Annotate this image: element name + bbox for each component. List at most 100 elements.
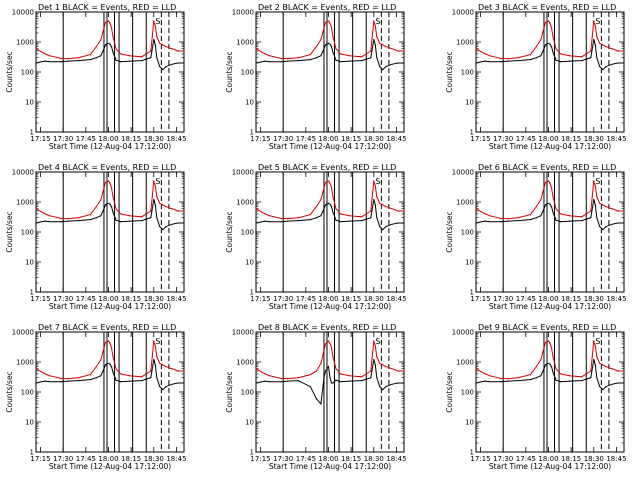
events-line-point bbox=[332, 211, 334, 213]
events-line-point bbox=[44, 220, 46, 222]
x-tick-label: 18:30 bbox=[364, 135, 384, 143]
events-line-point bbox=[255, 62, 257, 64]
lld-line-point bbox=[569, 215, 571, 217]
y-tick-label: 10 bbox=[245, 419, 254, 427]
y-tick-label: 100 bbox=[21, 389, 34, 397]
events-line-point bbox=[315, 217, 317, 219]
x-tick-label: 17:15 bbox=[470, 135, 490, 143]
events-line-point bbox=[104, 364, 107, 366]
lld-line-point bbox=[593, 20, 595, 22]
lld-line-point bbox=[103, 347, 105, 349]
panel-det-9: Det 9 BLACK = Events, RED = LLD 1 10 100 100… bbox=[445, 323, 627, 471]
lld-line-point bbox=[376, 356, 378, 358]
events-line-point bbox=[255, 222, 257, 224]
lld-line-point bbox=[61, 218, 63, 220]
lld-line-point bbox=[95, 46, 97, 48]
lld-line-point bbox=[391, 208, 393, 210]
lld-line-point bbox=[281, 378, 283, 380]
x-tick-label: 17:15 bbox=[250, 455, 270, 463]
events-line-point bbox=[150, 377, 152, 379]
lld-line-point bbox=[617, 210, 619, 212]
lld-line-point bbox=[335, 208, 337, 210]
panel-det-3: Det 3 BLACK = Events, RED = LLD 1 10 100 100… bbox=[445, 3, 627, 151]
events-line-point bbox=[623, 382, 625, 384]
lld-line-point bbox=[264, 53, 266, 55]
events-line-point bbox=[44, 380, 46, 382]
lld-line-point bbox=[120, 373, 122, 375]
lld-line-point bbox=[89, 374, 91, 376]
events-line-point bbox=[315, 57, 317, 59]
y-tick-label: 10000 bbox=[12, 169, 34, 177]
y-tick-label: 1 bbox=[250, 449, 254, 457]
lld-line-point bbox=[281, 58, 283, 60]
events-line-point bbox=[602, 229, 604, 231]
lld-line-point bbox=[183, 370, 185, 372]
events-line-point bbox=[141, 220, 143, 222]
lld-line-point bbox=[107, 340, 110, 342]
events-line-point bbox=[581, 380, 583, 382]
lld-line-point bbox=[593, 180, 595, 182]
lld-line-point bbox=[255, 208, 257, 210]
events-line-point bbox=[109, 43, 111, 45]
events-line-point bbox=[100, 215, 102, 217]
events-line-point bbox=[159, 226, 161, 228]
y-tick-label: 1000 bbox=[236, 199, 254, 207]
events-line-point bbox=[373, 359, 375, 361]
events-line-point bbox=[403, 62, 405, 64]
events-line-point bbox=[165, 226, 167, 228]
lld-line-point bbox=[540, 359, 542, 361]
lld-line-point bbox=[35, 368, 37, 370]
lld-line-point bbox=[324, 21, 327, 23]
events-line-point bbox=[397, 382, 399, 384]
lld-line-point bbox=[35, 48, 37, 50]
events-line-point bbox=[529, 219, 532, 221]
events-line-point bbox=[159, 386, 161, 388]
x-tick-label: 18:00 bbox=[538, 295, 558, 303]
x-tick-label: 18:00 bbox=[538, 135, 558, 143]
events-line-point bbox=[89, 59, 91, 61]
events-line-point bbox=[382, 69, 384, 71]
x-tick-label: 18:00 bbox=[98, 135, 118, 143]
x-tick-label: 17:45 bbox=[296, 295, 316, 303]
events-line-point bbox=[489, 61, 491, 63]
x-tick-label: 18:45 bbox=[386, 455, 406, 463]
lld-line-point bbox=[61, 58, 63, 60]
events-line-point bbox=[154, 44, 156, 46]
events-line-point bbox=[156, 377, 158, 379]
lld-line-point bbox=[156, 36, 158, 38]
lld-line-point bbox=[594, 25, 596, 27]
y-axis-label: Counts/sec bbox=[5, 51, 14, 92]
events-line-point bbox=[361, 380, 363, 382]
lld-line-point bbox=[370, 370, 372, 372]
lld-line-point bbox=[110, 27, 113, 29]
events-line-point bbox=[403, 222, 405, 224]
lld-line-point bbox=[156, 356, 158, 358]
lld-line-point bbox=[330, 347, 333, 349]
y-axis-label: Counts/sec bbox=[445, 371, 454, 412]
y-tick-label: 10000 bbox=[452, 9, 474, 17]
events-line-point bbox=[379, 386, 381, 388]
lld-line-point bbox=[391, 48, 393, 50]
events-line-point bbox=[544, 364, 547, 366]
lld-line-point bbox=[109, 182, 111, 184]
lld-line-point bbox=[264, 213, 266, 215]
events-line-point bbox=[281, 221, 283, 223]
panel-title: Det 7 BLACK = Events, RED = LLD bbox=[38, 323, 176, 332]
panel-title: Det 2 BLACK = Events, RED = LLD bbox=[258, 3, 396, 12]
events-line-point bbox=[67, 220, 69, 222]
events-line-point bbox=[555, 379, 557, 381]
events-line-point bbox=[403, 382, 405, 384]
lld-line-point bbox=[150, 370, 152, 372]
lld-line-point bbox=[594, 185, 596, 187]
lld-line-point bbox=[159, 202, 161, 204]
events-line-point bbox=[324, 204, 327, 206]
lld-line-point bbox=[507, 378, 509, 380]
x-tick-label: 17:15 bbox=[30, 455, 50, 463]
x-tick-label: 17:30 bbox=[53, 455, 73, 463]
y-tick-label: 100 bbox=[241, 229, 254, 237]
events-line-point bbox=[382, 389, 384, 391]
events-line-point bbox=[484, 60, 486, 62]
events-line-point bbox=[623, 222, 625, 224]
lld-line-point bbox=[141, 56, 143, 58]
lld-line-point bbox=[382, 44, 384, 46]
